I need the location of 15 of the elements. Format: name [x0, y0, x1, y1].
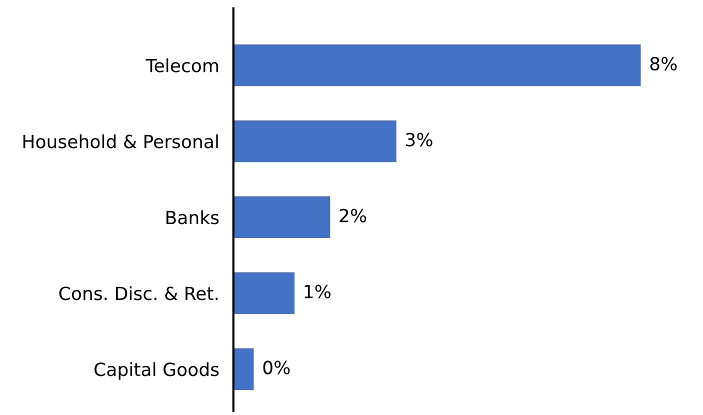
- bar: [233, 44, 641, 86]
- data-label: 2%: [340, 208, 366, 222]
- y-tick-label: Banks: [166, 210, 219, 224]
- bar: [233, 348, 254, 390]
- y-tick-label: Capital Goods: [94, 362, 219, 380]
- data-label: 1%: [304, 284, 330, 298]
- data-label: 8%: [650, 56, 677, 71]
- data-label: 0%: [263, 360, 290, 374]
- y-tick-label: Telecom: [146, 58, 218, 72]
- data-label: 3%: [406, 132, 432, 146]
- bar: [233, 196, 330, 238]
- y-tick-label: Cons. Disc. & Ret.: [59, 286, 218, 300]
- y-tick-label: Household & Personal: [23, 134, 218, 148]
- bar: [233, 272, 294, 314]
- bar: [233, 120, 396, 162]
